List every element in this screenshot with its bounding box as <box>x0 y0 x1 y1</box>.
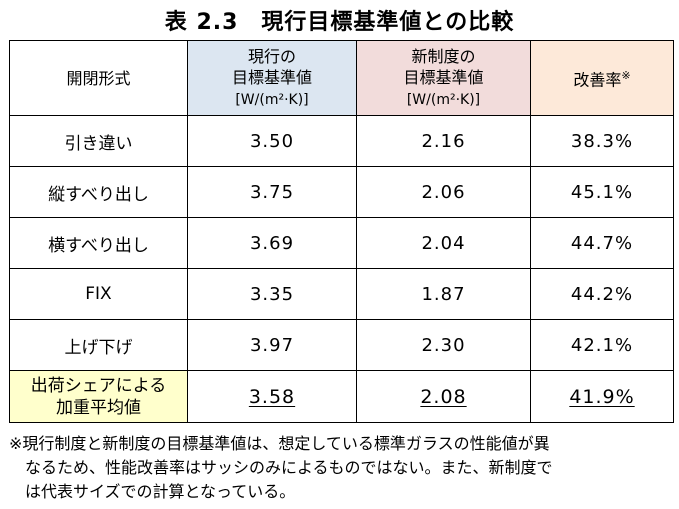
header-improvement-label: 改善率 <box>573 70 622 90</box>
header-row: 開閉形式 現行の 目標基準値 [W/(m²·K)] 新制度の 目標基準値 [W/… <box>9 40 674 116</box>
header-opening-type-label: 開閉形式 <box>66 68 131 88</box>
table-title: 表 2.3 現行目標基準値との比較 <box>164 10 515 35</box>
weighted-label-line1: 出荷シェアによる <box>30 375 167 396</box>
header-opening-type: 開閉形式 <box>9 40 188 116</box>
row-current-value: 3.69 <box>187 217 357 269</box>
header-current-target: 現行の 目標基準値 [W/(m²·K)] <box>187 40 357 116</box>
header-new-target: 新制度の 目標基準値 [W/(m²·K)] <box>356 40 531 116</box>
table-row: FIX 3.35 1.87 44.2% <box>9 268 674 320</box>
footnote-line1: ※現行制度と新制度の目標基準値は、想定している標準ガラスの性能値が異 <box>9 434 550 453</box>
header-new-line2: 目標基準値 <box>403 67 484 87</box>
header-current-unit: [W/(m²·K)] <box>235 91 309 108</box>
header-improvement-note-mark: ※ <box>621 69 631 83</box>
row-improvement: 44.7% <box>530 217 674 269</box>
footnote-line3: は代表サイズでの計算となっている。 <box>25 482 296 501</box>
row-current-value: 3.50 <box>187 115 357 167</box>
row-improvement: 38.3% <box>530 115 674 167</box>
row-new-value: 2.06 <box>356 166 531 218</box>
header-current-line1: 現行の <box>247 46 296 66</box>
table-row: 引き違い 3.50 2.16 38.3% <box>9 115 674 167</box>
weighted-label-line2: 加重平均値 <box>56 397 141 418</box>
row-improvement: 42.1% <box>530 319 674 371</box>
weighted-improvement-cell: 41.9% <box>530 370 674 423</box>
row-type: 縦すべり出し <box>9 166 188 218</box>
weighted-current-cell: 3.58 <box>187 370 357 423</box>
weighted-average-row: 出荷シェアによる 加重平均値 3.58 2.08 41.9% <box>9 370 674 423</box>
footnote-line2: なるため、性能改善率はサッシのみによるものではない。また、新制度で <box>25 458 553 477</box>
row-new-value: 2.16 <box>356 115 531 167</box>
weighted-new-cell: 2.08 <box>356 370 531 423</box>
footnote: ※現行制度と新制度の目標基準値は、想定している標準ガラスの性能値が異 なるため、… <box>9 432 675 504</box>
comparison-table: 開閉形式 現行の 目標基準値 [W/(m²·K)] 新制度の 目標基準値 [W/… <box>9 40 674 423</box>
weighted-average-label: 出荷シェアによる 加重平均値 <box>9 370 188 423</box>
header-new-line1: 新制度の <box>411 46 476 66</box>
row-improvement: 44.2% <box>530 268 674 320</box>
table-row: 縦すべり出し 3.75 2.06 45.1% <box>9 166 674 218</box>
row-current-value: 3.97 <box>187 319 357 371</box>
row-new-value: 1.87 <box>356 268 531 320</box>
row-type: 横すべり出し <box>9 217 188 269</box>
row-type: 上げ下げ <box>9 319 188 371</box>
row-new-value: 2.04 <box>356 217 531 269</box>
row-current-value: 3.75 <box>187 166 357 218</box>
row-type: 引き違い <box>9 115 188 167</box>
row-improvement: 45.1% <box>530 166 674 218</box>
weighted-improvement-value: 41.9% <box>569 385 635 408</box>
row-type: FIX <box>9 268 188 320</box>
row-current-value: 3.35 <box>187 268 357 320</box>
table-row: 横すべり出し 3.69 2.04 44.7% <box>9 217 674 269</box>
weighted-new-value: 2.08 <box>420 385 467 408</box>
weighted-current-value: 3.58 <box>248 385 296 408</box>
header-improvement-rate: 改善率※ <box>530 40 674 116</box>
table-row: 上げ下げ 3.97 2.30 42.1% <box>9 319 674 371</box>
header-current-line2: 目標基準値 <box>231 67 312 87</box>
row-new-value: 2.30 <box>356 319 531 371</box>
header-new-unit: [W/(m²·K)] <box>406 91 481 108</box>
